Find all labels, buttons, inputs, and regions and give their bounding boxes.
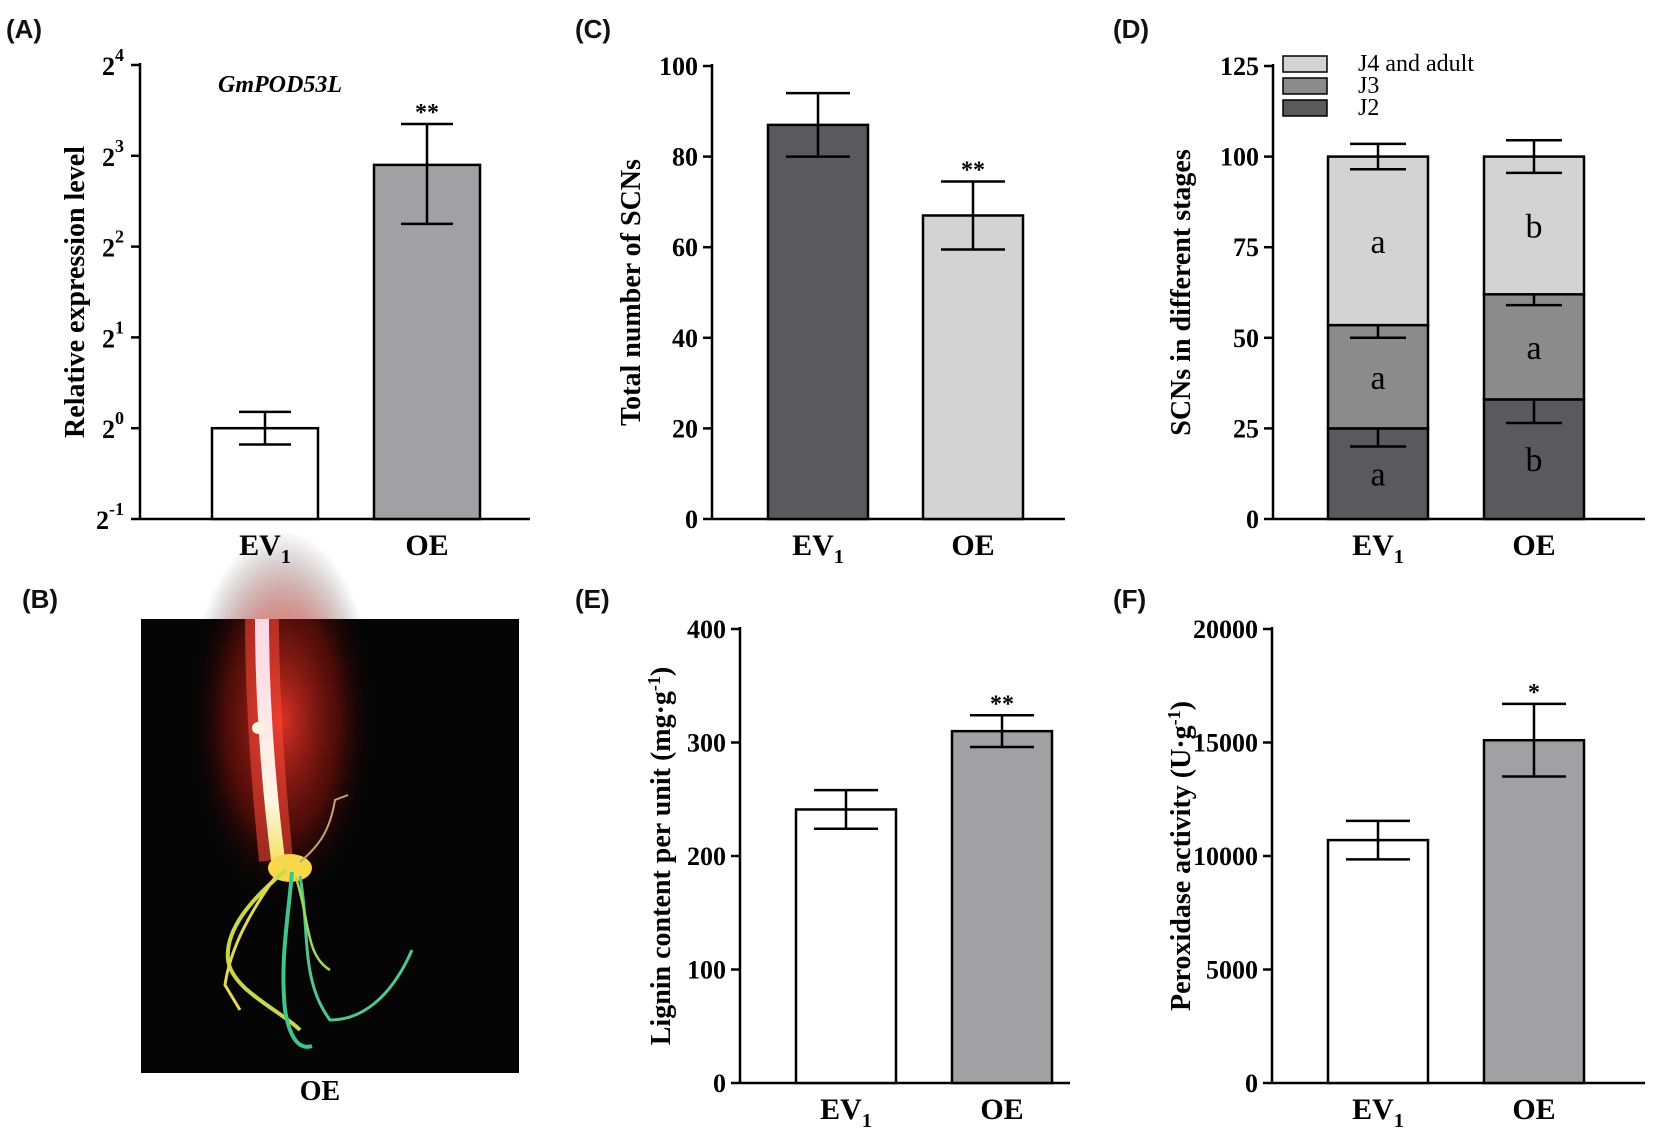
y-tick-label-4: 100 [1220,143,1259,172]
x-tick-label-0: EV1 [792,529,844,568]
y-tick-label-1: 23 [102,136,124,172]
panel-label-b: (B) [22,584,59,614]
panel-label-f: (F) [1113,584,1147,614]
x-tick-label-0: EV1 [1352,529,1404,568]
y-tick-label-4: 400 [687,615,726,644]
bar-j4-and-adult-1 [1482,155,1586,296]
y-tick-label-0: 0 [1246,505,1259,534]
significance-mark-1: * [1528,680,1540,706]
legend-swatch-1 [1282,77,1328,95]
y-tick-label-3: 60 [672,233,698,262]
y-tick-label-1: 5000 [1206,956,1258,985]
y-tick-label-3: 75 [1233,233,1259,262]
y-tick-label-3: 15000 [1193,729,1258,758]
y-tick-label-0: 0 [1245,1069,1258,1098]
stage-letter-1-1: a [1526,330,1541,367]
bar-j3-0 [1326,323,1430,430]
y-tick-label-0: 0 [685,505,698,534]
y-tick-label-3: 300 [687,729,726,758]
y-tick-label-5: 125 [1220,52,1259,81]
lateral-root-4 [223,875,278,1011]
y-tick-label-0: 24 [102,45,124,81]
chart-e-lignin: 0 100 200 300 400 Lignin content per unit (mg… [644,615,1070,1132]
chart-a-expression: 24 23 22 21 20 2-1 Relative expression level Gm… [60,45,530,568]
y-tick-label-0: 0 [713,1069,726,1098]
x-tick-label-1: OE [1512,529,1555,562]
bar-0 [794,808,898,1085]
chart-c-total-scns: 0 20 40 60 80 100 Total number of SCNs EV1 ** OE [616,52,1065,568]
y-tick-label-1: 20 [672,414,698,443]
y-tick-label-4: 20 [102,408,124,444]
x-tick-label-1: OE [405,529,448,562]
significance-mark-1: ** [961,158,985,184]
bar-0 [1326,838,1430,1085]
x-tick-label-1: OE [1512,1093,1555,1126]
y-tick-label-1: 100 [687,956,726,985]
lateral-root-5 [294,877,331,972]
stage-letter-2-1: b [1526,208,1543,245]
y-tick-label-4: 80 [672,143,698,172]
taproot [255,618,285,861]
bar-1 [921,214,1025,521]
y-tick-label-2: 22 [102,227,124,263]
panel-label-c: (C) [575,14,612,44]
y-tick-label-3: 21 [102,317,124,353]
y-tick-label-1: 25 [1233,414,1259,443]
y-axis-label: Relative expression level [60,146,91,438]
gene-annotation: GmPOD53L [218,72,342,98]
legend-label-1: J3 [1358,73,1379,99]
root-fiber-1 [299,794,349,863]
red-fluorescence-glow [187,530,377,910]
root-photo [141,530,519,1073]
legend-label-0: J4 and adult [1358,51,1474,77]
significance-mark-1: ** [990,691,1014,717]
legend-swatch-0 [1282,55,1328,73]
legend-swatch-2 [1282,99,1328,117]
y-tick-label-5: 2-1 [96,499,124,535]
chart-f-peroxidase: 0 5000 10000 15000 20000 Peroxidase activity … [1164,615,1645,1132]
y-tick-label-4: 20000 [1193,615,1258,644]
x-tick-label-0: EV1 [1352,1093,1404,1132]
stage-letter-2-0: a [1370,224,1385,261]
stage-letter-0-0: a [1370,457,1385,494]
y-axis-label: Lignin content per unit (mg·g-1) [644,667,677,1046]
chart-d-scn-stages: 0 25 50 75 100 125 SCNs in different stages a a a… [1166,51,1645,568]
y-axis-label: SCNs in different stages [1166,149,1197,436]
y-axis-label: Peroxidase activity (U·g-1) [1164,701,1197,1011]
bar-1 [950,729,1054,1085]
significance-mark-1: ** [415,100,439,126]
panel-label-e: (E) [575,584,610,614]
y-tick-label-2: 40 [672,324,698,353]
legend-label-2: J2 [1358,95,1379,121]
y-tick-label-2: 50 [1233,324,1259,353]
x-tick-label-1: OE [980,1093,1023,1126]
x-tick-label-0: EV1 [820,1093,872,1132]
photo-caption: OE [299,1076,341,1107]
y-tick-label-5: 100 [659,52,698,81]
bar-1 [1482,738,1586,1085]
bar-0 [210,426,320,521]
y-tick-label-2: 200 [687,842,726,871]
y-tick-label-2: 10000 [1193,842,1258,871]
stage-letter-0-1: b [1526,442,1543,479]
lateral-root-1 [225,868,302,1032]
x-tick-label-1: OE [951,529,994,562]
panel-label-d: (D) [1113,14,1150,44]
panel-label-a: (A) [6,14,43,44]
stage-letter-1-0: a [1370,360,1385,397]
bar-0 [766,123,870,521]
y-axis-label: Total number of SCNs [616,159,647,426]
lateral-root-2 [281,871,313,1049]
bar-j4-and-adult-0 [1326,155,1430,327]
root-nodule [252,722,264,734]
